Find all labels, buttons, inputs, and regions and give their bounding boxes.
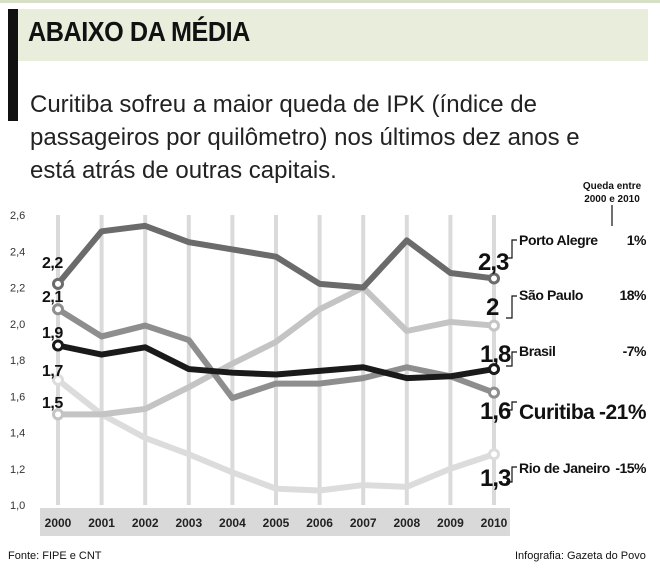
data-point [488,319,500,332]
value-labels: 2,2 1,5 1,9 2,1 1,7 2,3 2 1,8 1,6 1,3 [42,249,512,492]
x-tick-label: 2009 [437,516,464,530]
legend-connector [506,239,517,259]
data-point [488,448,500,461]
data-point [52,408,64,421]
x-tick-label: 2005 [263,516,290,530]
data-point [488,363,500,376]
x-tick-label: 2007 [350,516,377,530]
y-axis-ticks: 1,0 1,2 1,4 1,6 1,8 2,0 2,2 2,4 2,6 [10,210,25,512]
start-value-label: 1,7 [42,363,63,380]
legend-change: -15% [615,460,647,476]
legend-name: Curitiba [519,401,595,424]
start-value-label: 1,9 [42,325,63,342]
y-tick-label: 2,4 [10,246,25,258]
data-point [52,339,64,352]
y-tick-label: 2,2 [10,283,25,295]
grid [56,215,496,505]
end-value-label: 1,6 [480,398,511,425]
credit-note: Infografia: Gazeta do Povo [515,550,646,562]
top-accent-line [0,0,660,3]
y-tick-label: 1,2 [10,464,25,476]
data-point [52,373,64,386]
y-tick-label: 1,8 [10,355,25,367]
subtitle-accent-bar [8,61,18,121]
start-value-label: 1,5 [42,395,63,412]
legend-connector [506,351,517,367]
data-point [52,277,64,290]
chart-subtitle: Curitiba sofreu a maior queda de IPK (ín… [30,91,580,184]
data-point [52,303,64,316]
y-tick-label: 1,4 [10,428,25,440]
series-line-curitiba [55,306,497,402]
source-note: Fonte: FIPE e CNT [8,550,102,562]
legend-change: -7% [623,343,647,359]
legend-change: -21% [599,401,647,424]
data-point [488,386,500,399]
x-tick-label: 2003 [175,516,202,530]
end-value-label: 1,3 [480,465,511,492]
legend: Queda entre 2000 e 2010 Porto Alegre 1% São … [506,181,648,483]
start-value-label: 2,1 [42,289,63,306]
y-tick-label: 1,0 [10,500,25,512]
legend-name: Porto Alegre [519,232,598,248]
legend-connector [506,401,517,411]
legend-change: 18% [619,287,647,303]
legend-change: 1% [627,232,647,248]
end-value-label: 1,8 [480,341,511,368]
x-tick-label: 2008 [393,516,420,530]
series-lines [52,222,500,494]
x-tick-label: 2004 [219,516,246,530]
x-tick-label: 2010 [481,516,508,530]
title-bar [8,9,648,61]
y-tick-label: 2,0 [10,319,25,331]
series-line-são-paulo [55,284,497,418]
legend-connector [506,295,517,319]
y-tick-label: 2,6 [10,210,25,222]
series-line-porto-alegre [55,222,497,291]
legend-name: São Paulo [519,287,583,303]
x-tick-label: 2000 [45,516,72,530]
start-value-label: 2,2 [42,255,63,272]
page-title: ABAIXO DA MÉDIA [28,16,250,47]
series-line-brasil [55,342,497,382]
x-tick-label: 2001 [88,516,115,530]
x-tick-label: 2002 [132,516,159,530]
end-value-label: 2,3 [478,249,509,276]
x-axis: 2000 2001 2002 2003 2004 2005 2006 2007 2008 2009… [40,508,510,536]
legend-name: Rio de Janeiro [519,460,610,476]
data-point [488,272,500,285]
end-value-label: 2 [486,294,499,321]
title-bar-accent [8,9,18,61]
series-line-rio-de-janeiro [55,376,497,494]
x-axis-band [40,508,510,536]
x-tick-label: 2006 [306,516,333,530]
legend-header-line1: Queda entre [583,181,642,192]
legend-name: Brasil [519,343,556,359]
legend-header-line2: 2000 e 2010 [584,194,640,205]
legend-connector [506,466,517,483]
y-tick-label: 1,6 [10,391,25,403]
